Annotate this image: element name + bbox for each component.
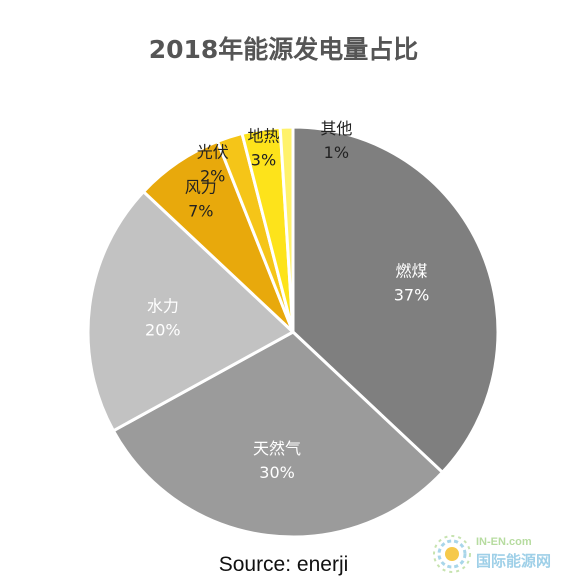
slice-name-label: 水力: [147, 297, 179, 316]
slice-name-label: 其他: [320, 119, 352, 138]
watermark-domain: IN-EN.com: [476, 536, 532, 548]
slice-name-label: 天然气: [253, 439, 301, 458]
sunflower-logo-icon: [433, 535, 471, 573]
slice-name-label: 光伏: [197, 142, 229, 161]
slice-value-label: 2%: [200, 166, 225, 185]
pie-slice-2: [111, 330, 445, 539]
watermark-site-name: 国际能源网: [476, 552, 552, 570]
pie-slice-1: [291, 125, 500, 475]
slice-value-label: 30%: [259, 463, 295, 482]
slice-name-label: 地热: [247, 127, 279, 146]
pie-slice-3: [86, 189, 296, 433]
slice-value-label: 1%: [324, 143, 349, 162]
watermark: IN-EN.com 国际能源网: [430, 532, 567, 578]
slice-name-label: 燃煤: [396, 262, 428, 281]
pie-labels: 燃煤 37% 天然气 30% 水力 20% 风力 7% 光伏 2% 地热 3% 其他 1%: [145, 119, 429, 482]
pie-slice-7: [278, 125, 295, 333]
slice-name-label: 风力: [185, 177, 217, 196]
slice-value-label: 20%: [145, 321, 181, 340]
source-note: Source: enerji: [218, 553, 349, 576]
pie-slices: [86, 125, 500, 539]
chart-title: 2018年能源发电量占比: [148, 35, 419, 64]
slice-value-label: 3%: [251, 151, 276, 170]
slice-value-label: 37%: [394, 286, 430, 305]
slice-value-label: 7%: [188, 201, 213, 220]
